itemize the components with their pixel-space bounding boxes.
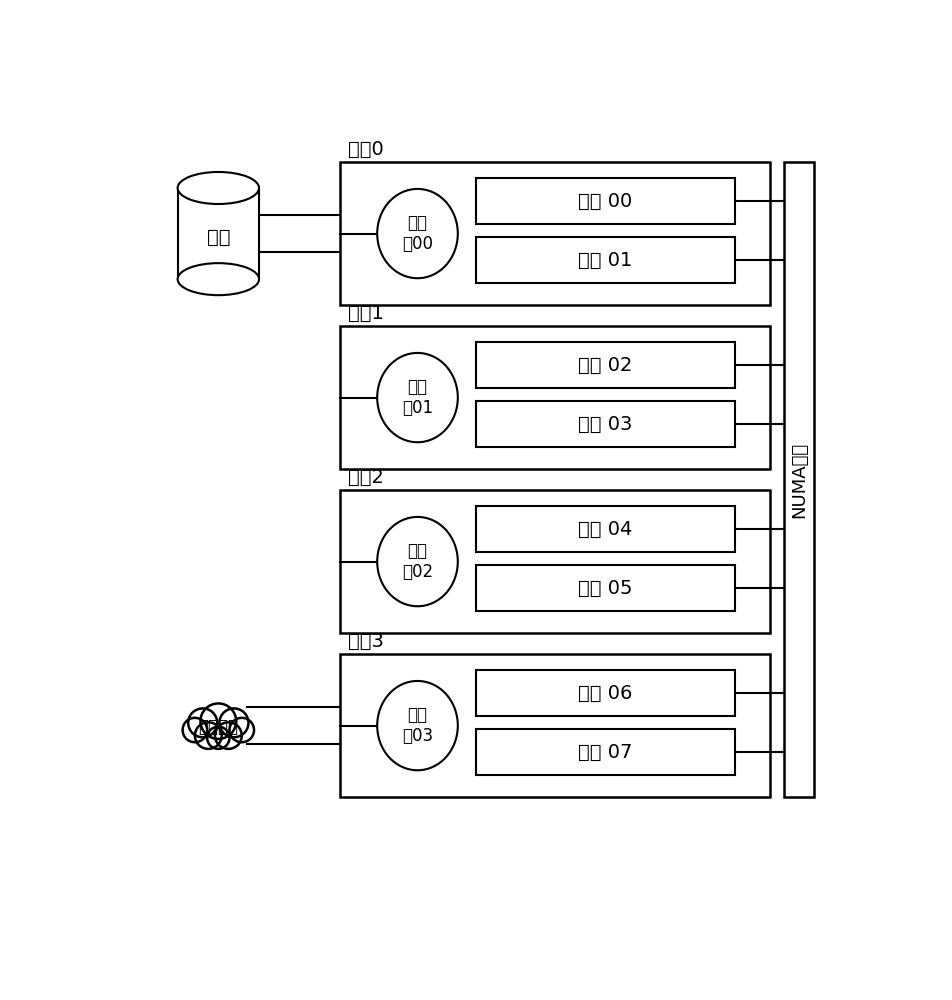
Text: 处理
器00: 处理 器00 [402, 214, 432, 253]
Circle shape [188, 708, 217, 737]
Text: 内存 00: 内存 00 [578, 192, 632, 211]
Text: 节点0: 节点0 [347, 139, 383, 158]
Bar [475, 670, 735, 716]
Bar [340, 490, 769, 633]
Circle shape [200, 703, 236, 739]
Text: 存储: 存储 [207, 228, 229, 247]
Circle shape [219, 708, 248, 737]
Bar [475, 342, 735, 388]
Bar [340, 326, 769, 469]
Text: 节点1: 节点1 [347, 304, 384, 323]
Text: 处理
器03: 处理 器03 [402, 706, 432, 745]
Bar [475, 237, 735, 283]
Text: 内存 01: 内存 01 [578, 251, 632, 270]
Bar [475, 401, 735, 447]
Circle shape [195, 722, 222, 749]
Circle shape [183, 718, 207, 742]
Text: 处理
器01: 处理 器01 [402, 378, 432, 417]
Bar [340, 162, 769, 305]
Text: 网络界面: 网络界面 [198, 718, 238, 736]
Ellipse shape [177, 172, 259, 204]
Bar [783, 162, 813, 797]
Bar [340, 654, 769, 797]
Ellipse shape [377, 189, 457, 278]
Bar [177, 188, 259, 279]
Text: 内存 02: 内存 02 [578, 356, 632, 375]
Text: 节点2: 节点2 [347, 468, 384, 487]
Ellipse shape [377, 681, 457, 770]
Ellipse shape [377, 353, 457, 442]
Text: 内存 04: 内存 04 [578, 520, 632, 539]
Text: 内存 07: 内存 07 [578, 743, 632, 762]
Bar [475, 506, 735, 552]
Text: 内存 06: 内存 06 [578, 684, 632, 703]
Text: NUMA互联: NUMA互联 [789, 442, 807, 518]
Text: 内存 05: 内存 05 [578, 579, 632, 598]
Text: 处理
器02: 处理 器02 [402, 542, 432, 581]
Bar [475, 178, 735, 224]
Bar [475, 565, 735, 611]
Text: 节点3: 节点3 [347, 632, 384, 651]
Ellipse shape [377, 517, 457, 606]
Circle shape [229, 718, 254, 742]
Circle shape [207, 727, 229, 749]
Circle shape [215, 722, 242, 749]
Ellipse shape [177, 263, 259, 295]
Bar [475, 729, 735, 775]
Text: 内存 03: 内存 03 [578, 415, 632, 434]
